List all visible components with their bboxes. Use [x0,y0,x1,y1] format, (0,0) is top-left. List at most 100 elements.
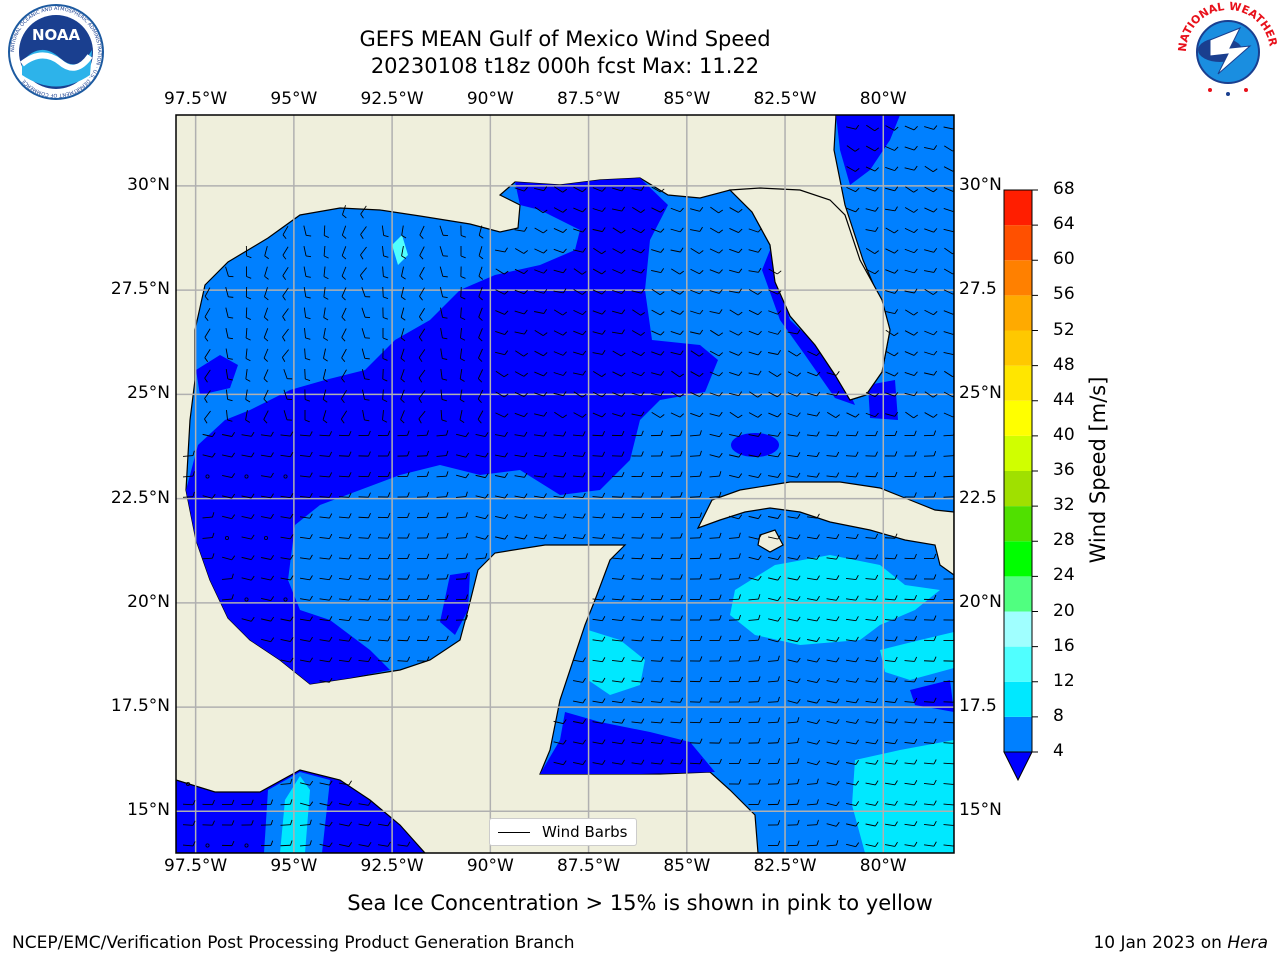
wind-barb [283,389,293,400]
wind-barb [710,329,724,337]
wind-barb [865,718,879,724]
wind-barb [611,636,625,642]
wind-barb [341,266,347,280]
wind-barb [416,533,430,539]
wind-barb [319,492,333,498]
wind-barb [923,635,937,642]
wind-barb [924,309,938,316]
wind-barb [690,392,704,397]
wind-barb [767,737,780,744]
wind-barb [787,616,801,622]
wind-barb [690,268,704,275]
wind-barb [460,246,466,259]
wind-barb [923,574,937,580]
wind-barb [241,514,255,519]
wind-barb [440,368,448,381]
wind-barb [495,473,508,478]
colorbar-tick-label: 64 [1053,214,1075,235]
wind-barb [572,472,586,478]
wind-barb [475,432,489,437]
wind-barb [455,512,468,519]
wind-barb [612,227,626,234]
wind-barb [319,636,333,642]
calm-wind-marker [244,597,249,602]
wind-barb [341,328,347,342]
wind-barb [381,225,389,238]
wind-barb [553,739,567,745]
lon-label-bottom: 90°W [466,856,514,876]
wind-barb [709,471,722,478]
wind-barb [221,799,235,805]
wind-barb [845,431,859,437]
wind-barb [709,635,722,642]
wind-barb [806,840,819,847]
wind-barb [728,614,741,621]
wind-barb [690,309,704,315]
wind-barb [419,266,425,281]
wind-barb [299,513,313,519]
wind-barb [670,656,683,662]
wind-barb [885,841,898,847]
wind-barb [923,471,937,478]
wind-barb [338,492,352,498]
wind-barb [358,636,372,642]
wind-barb [401,266,406,280]
wind-barb [533,472,547,478]
wind-barb [748,575,762,581]
wind-barb [884,780,898,786]
wind-barb [826,840,839,847]
wind-barb [377,615,391,621]
wind-barb [397,533,410,539]
wind-barb [553,493,567,499]
wind-barb [260,840,274,847]
wind-barb [339,821,353,827]
wind-barb [865,636,879,642]
wind-barb [358,471,371,478]
wind-barb [904,636,918,642]
wind-barb [475,493,489,499]
wind-barb [866,248,880,254]
wind-barb [631,492,644,498]
wind-barb [397,492,410,498]
wind-barb [553,207,568,213]
wind-barb [612,248,626,254]
wind-barb [631,451,644,457]
wind-barb [397,656,410,662]
wind-barb [826,431,840,437]
chart-title: GEFS MEAN Gulf of Mexico Wind Speed [359,27,771,51]
wind-barb [787,412,801,417]
wind-barb [182,471,195,478]
wind-barb [826,595,840,601]
wind-barb [377,533,391,539]
wind-barb [280,778,293,785]
wind-barb [865,533,879,539]
wind-barb [709,615,722,621]
wind-barb [304,368,311,381]
wind-barb [553,431,567,437]
wind-barb [709,309,723,314]
wind-barb [884,636,898,642]
wind-barb [573,247,587,253]
wind-barb [631,288,645,294]
wind-barb [651,412,665,418]
wind-barb [845,533,859,539]
wind-barb [631,759,645,765]
wind-barb [904,145,918,151]
wind-barb [182,800,196,806]
lat-label-left: 17.5°N [110,696,170,717]
wind-barb [807,637,820,642]
wind-barb [319,472,333,478]
wind-barb [358,554,372,560]
wind-barb [729,411,743,419]
wind-barb [846,780,860,786]
wind-barb [592,349,606,355]
wind-barb [729,330,743,336]
wind-barb [670,330,684,336]
wind-barb [573,391,587,398]
wind-barb [748,635,761,642]
wind-barb [300,801,314,807]
wind-barb [826,698,840,704]
wind-barb [748,267,762,273]
wind-barb [729,309,743,316]
wind-barb [573,698,586,704]
